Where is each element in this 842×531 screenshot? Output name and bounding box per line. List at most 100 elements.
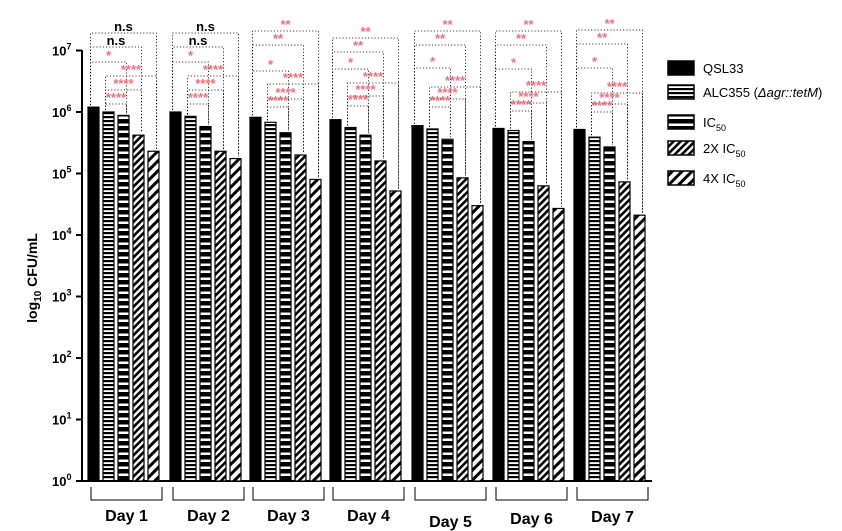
x-tick-label: Day 3 (267, 508, 310, 525)
bar (279, 132, 292, 482)
significance-label: ** (360, 24, 371, 39)
legend-swatch (667, 140, 695, 156)
significance-label: ** (435, 31, 446, 46)
comparison-bracket (414, 30, 481, 204)
comparison-bracket (495, 68, 532, 140)
significance-label: ** (604, 16, 615, 31)
bar (633, 214, 646, 482)
significance-label: **** (106, 90, 127, 105)
comparison-bracket (105, 89, 142, 134)
comparison-bracket (510, 91, 562, 207)
day-bracket (576, 487, 649, 501)
comparison-bracket (591, 92, 643, 214)
significance-label: ** (523, 17, 534, 32)
bar (117, 114, 130, 482)
significance-label: **** (355, 82, 376, 97)
bar (411, 125, 424, 482)
x-tick-label: Day 2 (187, 508, 230, 525)
significance-label: **** (437, 85, 458, 100)
x-tick-label: Day 1 (105, 508, 148, 525)
significance-label: **** (113, 76, 134, 91)
significance-label: n.s (189, 33, 208, 48)
bar (229, 157, 242, 482)
bar (199, 125, 212, 482)
legend-label: QSL33 (703, 61, 743, 76)
legend-label: 4X IC50 (703, 171, 746, 189)
bar (618, 181, 631, 482)
significance-label: **** (348, 92, 369, 107)
significance-label: **** (121, 62, 142, 77)
comparison-bracket (347, 95, 384, 159)
legend-label: ALC355 (Δagr::tetM) (703, 85, 822, 100)
bar (214, 150, 227, 482)
bar (471, 205, 484, 482)
significance-label: **** (511, 97, 532, 112)
bar (588, 136, 601, 482)
significance-label-group: n.sn.s*************n.sn.s***************… (106, 16, 628, 113)
day-bracket-group: Day 1 Day 2 Day 3 Day 4 Day 5 Day 6 Day 7 (90, 487, 649, 531)
comparison-bracket (576, 67, 613, 145)
significance-label: **** (607, 79, 628, 94)
significance-label: * (430, 54, 436, 69)
significance-label: n.s (196, 19, 215, 34)
significance-label: ** (516, 31, 527, 46)
comparison-bracket (187, 103, 209, 125)
comparison-bracket (90, 61, 127, 114)
y-axis-label: log10 CFU/mL (24, 233, 44, 323)
bar (374, 160, 387, 482)
bar (309, 178, 322, 482)
comparison-bracket (347, 105, 369, 134)
significance-label: * (511, 55, 517, 70)
y-tick-label: 105 (52, 165, 71, 182)
bar (456, 177, 469, 482)
bar (169, 111, 182, 482)
bar (87, 106, 100, 482)
comparison-bracket-group (90, 29, 643, 214)
day-bracket (172, 487, 245, 501)
significance-label: **** (518, 89, 539, 104)
legend-swatch (667, 84, 695, 100)
bar (132, 134, 145, 482)
legend-label: IC50 (703, 115, 726, 133)
significance-label: ** (280, 17, 291, 32)
significance-label: **** (275, 85, 296, 100)
bar (552, 207, 565, 482)
day-bracket (252, 487, 325, 501)
y-tick-label: 103 (52, 288, 71, 305)
x-tick-label: Day 7 (591, 509, 634, 526)
bar (147, 150, 160, 482)
significance-label: * (106, 48, 112, 63)
y-tick-label: 107 (52, 42, 71, 59)
y-tick-label: 100 (52, 472, 71, 489)
legend-swatch (667, 60, 695, 76)
bar (507, 129, 520, 482)
bar (294, 154, 307, 482)
x-tick-label: Day 4 (347, 508, 390, 525)
significance-label: **** (592, 98, 613, 113)
significance-label: * (268, 57, 274, 72)
significance-label: **** (430, 93, 451, 108)
legend-swatch (667, 114, 695, 130)
comparison-bracket (591, 103, 628, 180)
significance-label: ** (442, 17, 453, 32)
bar (389, 190, 402, 482)
y-tick-label: 106 (52, 103, 71, 120)
significance-label: * (348, 55, 354, 70)
comparison-bracket (187, 89, 224, 150)
bar (102, 111, 115, 482)
day-bracket (332, 487, 405, 501)
bar (344, 126, 357, 482)
x-tick-label: Day 5 (429, 514, 472, 531)
x-tick-label: Day 6 (510, 511, 553, 528)
bar (426, 128, 439, 482)
bar (603, 146, 616, 482)
significance-label: **** (283, 70, 304, 85)
comparison-bracket (172, 61, 209, 125)
bar (441, 138, 454, 482)
significance-label: ** (273, 31, 284, 46)
comparison-bracket (267, 106, 289, 131)
legend-swatch (667, 170, 695, 186)
y-tick-group: 100 101 102 103 104 105 106 107 (52, 42, 82, 489)
significance-label: * (592, 54, 598, 69)
